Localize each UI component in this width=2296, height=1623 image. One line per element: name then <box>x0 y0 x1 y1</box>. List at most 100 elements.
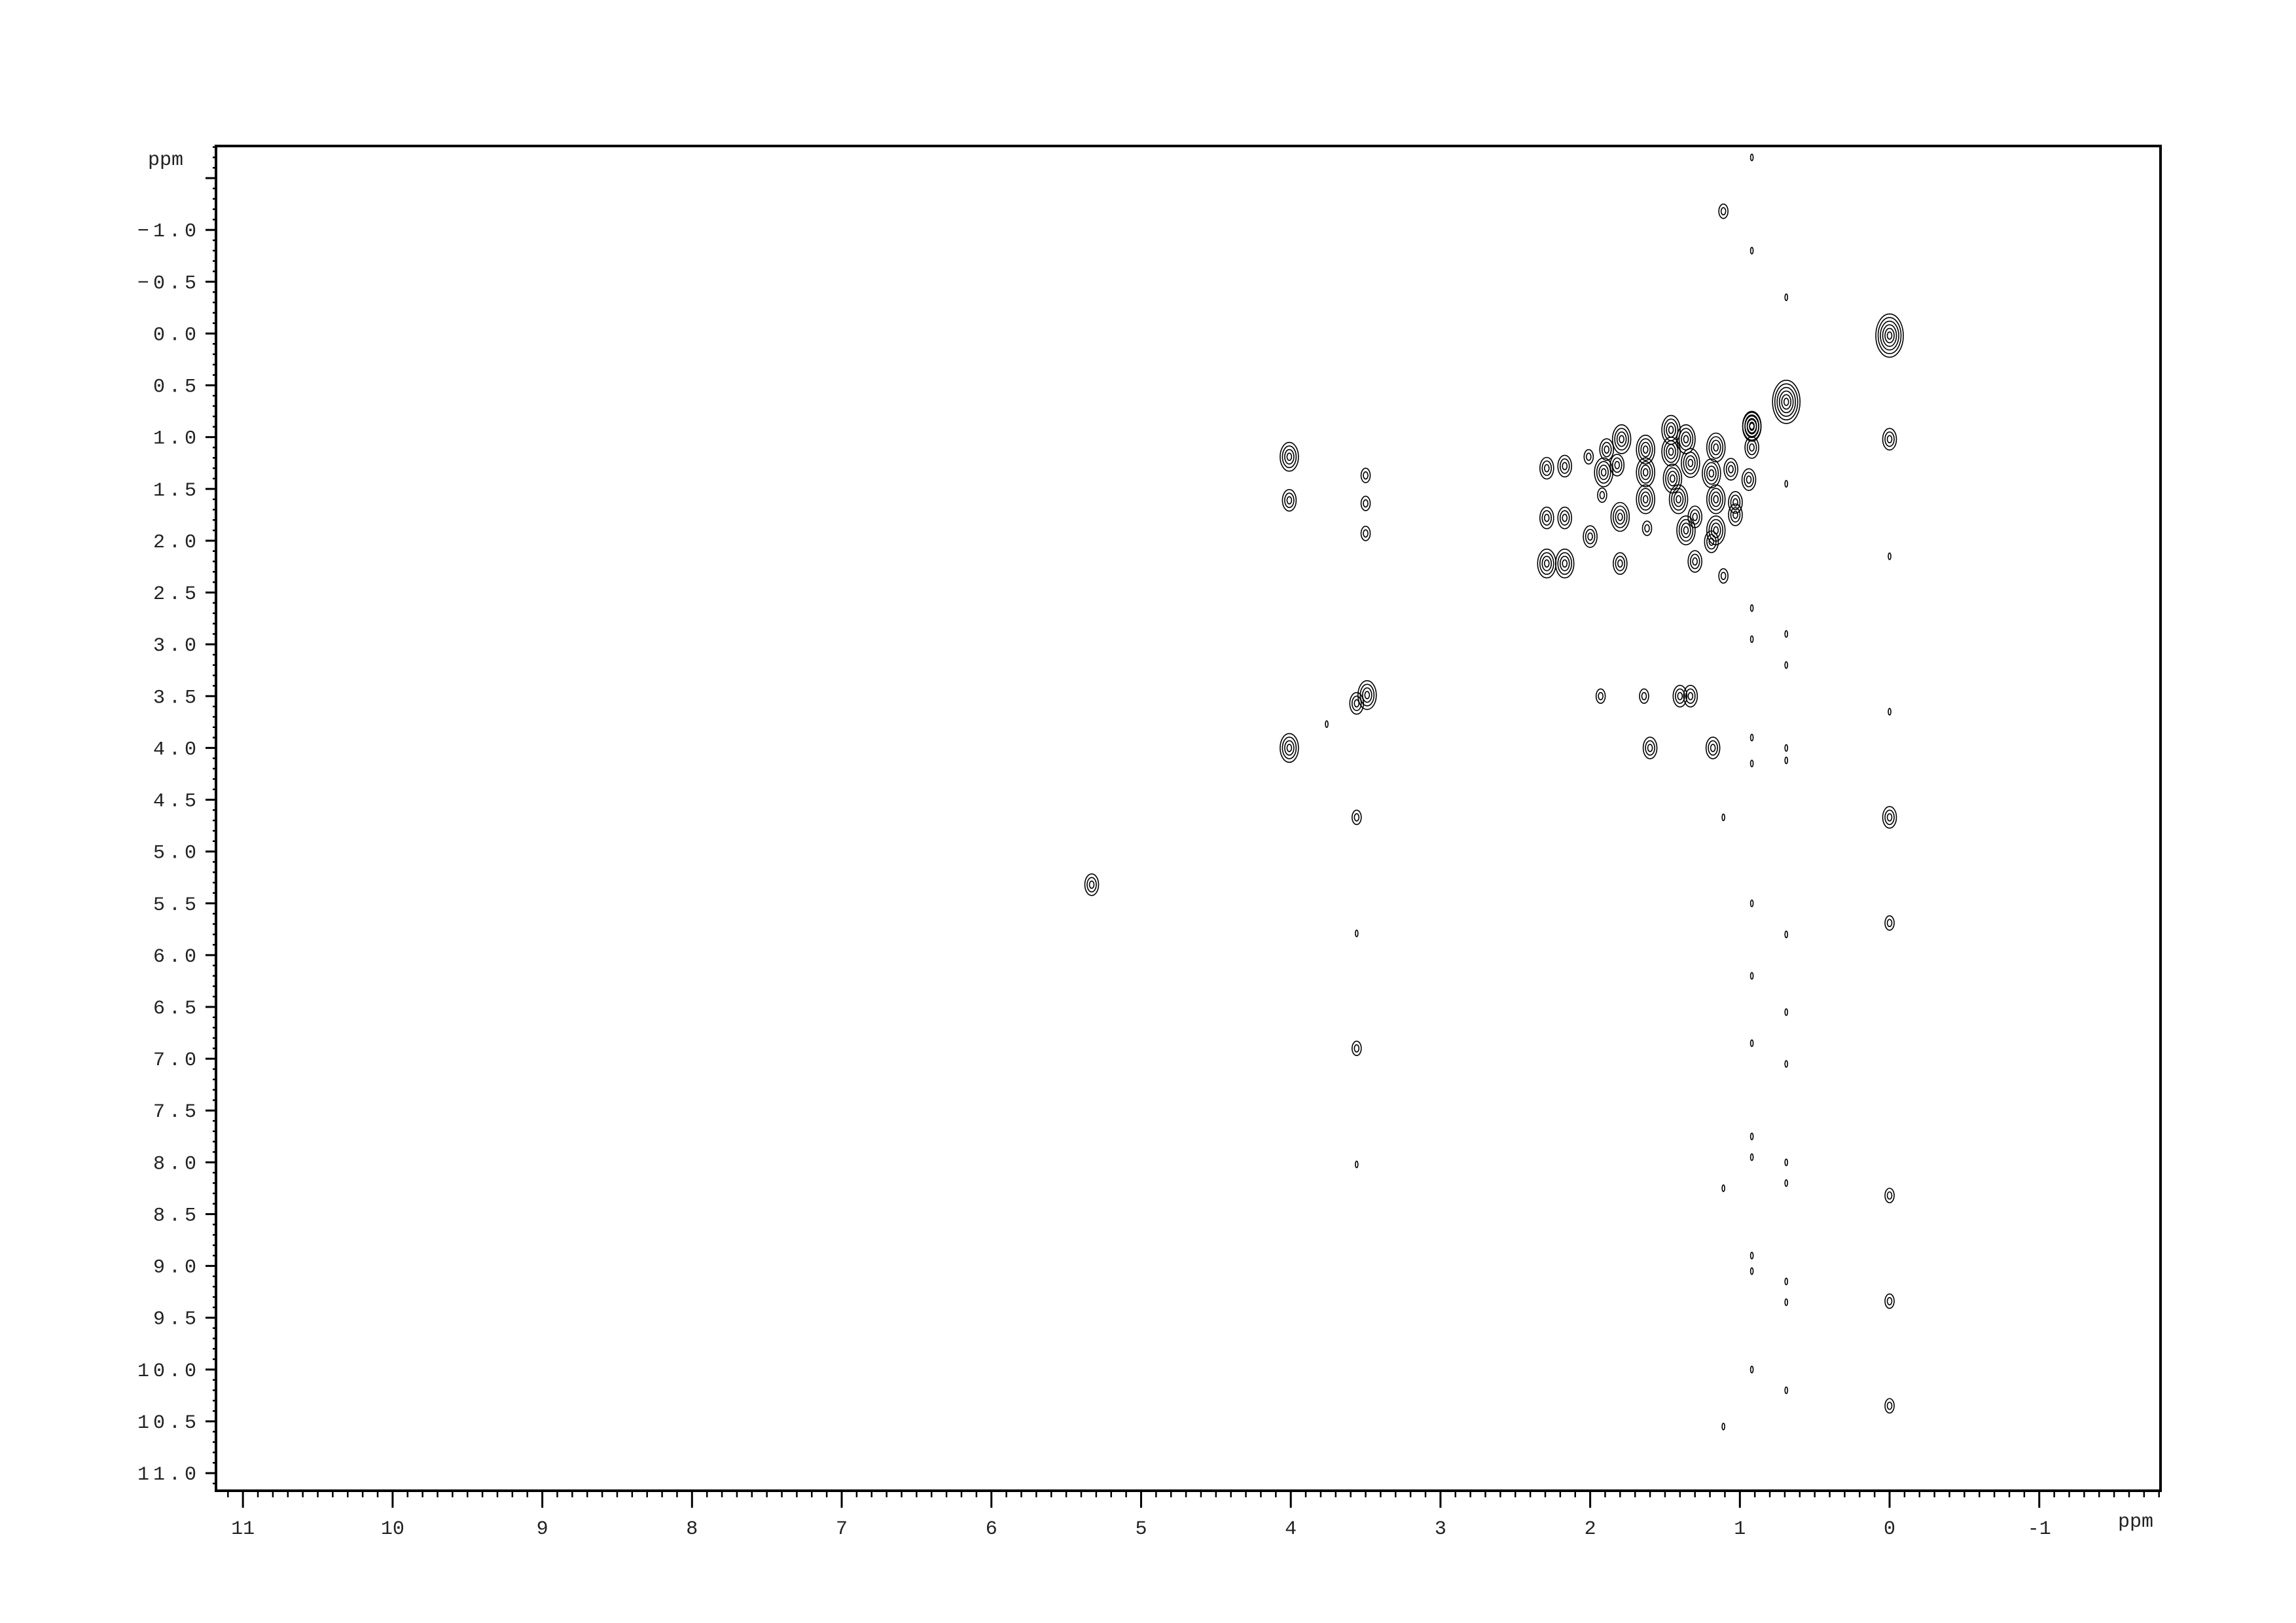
y-tick-label: 8.5 <box>153 1205 200 1227</box>
contour-level <box>1784 630 1789 638</box>
peak <box>1749 899 1754 907</box>
contour-level <box>1670 474 1676 483</box>
peak <box>1583 525 1598 548</box>
contour-level <box>1614 461 1621 469</box>
contour-level <box>1749 421 1755 430</box>
peak <box>1282 488 1297 512</box>
contour-level <box>1784 293 1789 301</box>
peak <box>1884 1398 1895 1414</box>
contour-level <box>1541 510 1552 526</box>
contour-level <box>1884 809 1895 826</box>
contour-level <box>1721 813 1725 822</box>
contour-level <box>1749 1153 1754 1161</box>
contour-level <box>1541 555 1552 572</box>
contour-level <box>1877 317 1902 354</box>
y-tick-label: 3.0 <box>153 635 200 657</box>
contour-level <box>1601 441 1612 458</box>
contour-level <box>1784 1298 1789 1306</box>
contour-level <box>1357 680 1377 710</box>
contour-level <box>1352 1040 1362 1057</box>
contour-level <box>1636 434 1656 465</box>
y-tick-label: 4.0 <box>153 739 200 761</box>
contour-level <box>1720 207 1727 215</box>
peak <box>1721 813 1725 822</box>
peak <box>1681 448 1700 479</box>
peak <box>1888 708 1892 716</box>
y-tick-label: 0.0 <box>153 324 200 346</box>
contour-level <box>1749 1267 1754 1275</box>
contour-level <box>1362 687 1372 703</box>
x-tick-label: 1 <box>1734 1518 1746 1541</box>
contour-level <box>1284 448 1295 465</box>
peak <box>1728 491 1743 514</box>
y-tick-label: 10.0 <box>137 1360 200 1383</box>
peak <box>1706 484 1726 515</box>
contour-level <box>1725 461 1736 477</box>
peak <box>1718 568 1729 584</box>
peak <box>1583 448 1594 465</box>
contour-level <box>1617 513 1623 521</box>
contour-level <box>1713 443 1719 452</box>
contour-level <box>1884 1188 1895 1203</box>
peak <box>1749 604 1754 612</box>
peak <box>1325 720 1329 728</box>
peak <box>1084 873 1100 896</box>
peak <box>1723 458 1738 481</box>
x-tick-label: 4 <box>1285 1518 1297 1541</box>
contour-level <box>1638 461 1653 484</box>
peak <box>1784 1277 1789 1286</box>
peak <box>1749 1153 1754 1161</box>
contour-level <box>1559 458 1570 474</box>
contour-level <box>1543 559 1550 568</box>
contour-level <box>1886 1297 1893 1305</box>
peak <box>1557 506 1573 530</box>
contour-level <box>1744 436 1759 459</box>
peak <box>1280 441 1299 472</box>
contour-level <box>1665 467 1680 490</box>
peak <box>1784 1060 1789 1068</box>
contour-level <box>1559 510 1570 526</box>
contour-level <box>1776 387 1797 417</box>
peak <box>1610 501 1630 532</box>
x-tick-label: 7 <box>836 1518 848 1541</box>
y-tick-label: 9.5 <box>153 1309 200 1331</box>
y-tick-label: 8.0 <box>153 1153 200 1175</box>
contour-level <box>1619 435 1624 444</box>
contour-level <box>1363 499 1369 508</box>
contour-level <box>1611 424 1632 454</box>
contour-level <box>1749 247 1754 255</box>
y-tick-label: 5.0 <box>153 843 200 865</box>
contour-level <box>1884 915 1895 931</box>
contour-level <box>1363 471 1369 480</box>
contour-level <box>1638 488 1653 511</box>
contour-level <box>1599 438 1615 461</box>
peak <box>1784 1158 1789 1167</box>
peak <box>1639 688 1649 704</box>
peak <box>1784 930 1789 939</box>
contour-level <box>1613 552 1628 575</box>
contour-level <box>1880 320 1899 351</box>
contour-level <box>1615 555 1626 572</box>
x-tick-label: 9 <box>537 1518 548 1541</box>
contour-level <box>1641 691 1647 701</box>
contour-level <box>1708 469 1715 478</box>
peak <box>1749 759 1754 767</box>
contour-level <box>1360 467 1371 484</box>
contour-level <box>1681 431 1691 447</box>
contour-level <box>1325 720 1329 728</box>
contour-level <box>1543 464 1550 473</box>
contour-level <box>1557 552 1573 575</box>
peak <box>1661 437 1681 467</box>
peak <box>1357 680 1377 710</box>
peak <box>1875 313 1904 358</box>
contour-level <box>1730 507 1741 523</box>
contour-level <box>1673 491 1684 507</box>
x-tick-label: -1 <box>2028 1518 2051 1541</box>
contour-level <box>1778 390 1794 414</box>
x-tick-label: 11 <box>231 1518 255 1541</box>
y-tick-label: 7.5 <box>153 1101 200 1123</box>
peak <box>1749 733 1754 742</box>
contour-level <box>1710 744 1716 752</box>
peak <box>1355 1160 1359 1169</box>
peak <box>1636 434 1656 465</box>
